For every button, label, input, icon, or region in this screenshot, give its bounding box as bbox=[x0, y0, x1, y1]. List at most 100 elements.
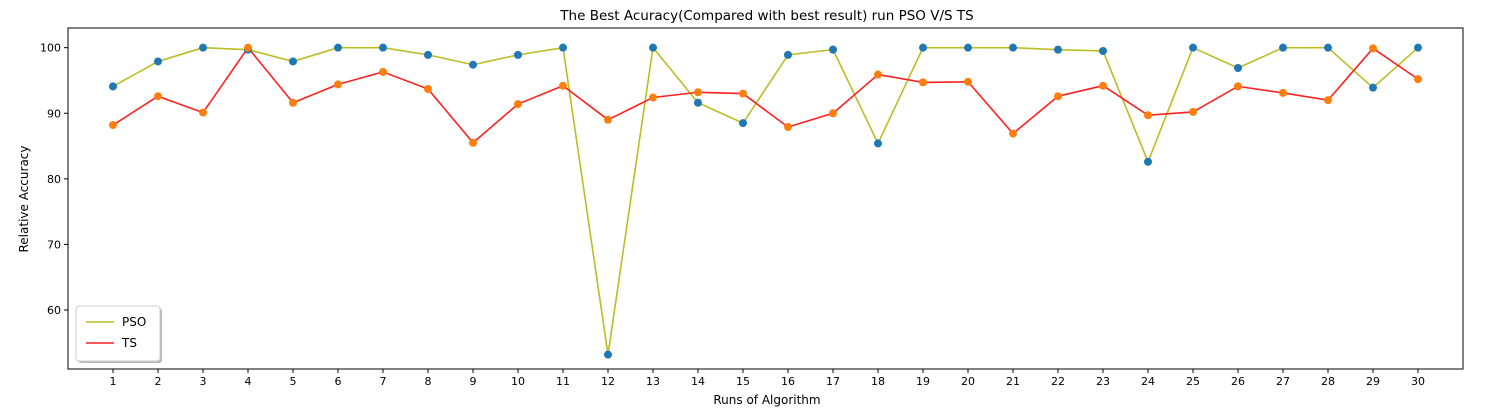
x-tick-label: 10 bbox=[511, 375, 525, 388]
x-tick-label: 12 bbox=[601, 375, 615, 388]
x-tick-label: 26 bbox=[1231, 375, 1245, 388]
data-point-pso bbox=[199, 43, 207, 52]
data-point-pso bbox=[694, 98, 702, 107]
data-point-pso bbox=[1369, 83, 1377, 92]
y-axis-ticks: 60 70 80 90 100 bbox=[40, 42, 68, 317]
series-line-pso bbox=[112, 46, 1419, 356]
data-point-pso bbox=[1099, 46, 1107, 55]
data-point-ts bbox=[874, 70, 882, 79]
plot-area bbox=[67, 27, 1464, 370]
data-point-ts bbox=[559, 81, 567, 90]
data-point-ts bbox=[829, 109, 837, 118]
x-tick-label: 5 bbox=[290, 375, 297, 388]
legend-box bbox=[75, 305, 161, 362]
y-tick-label: 100 bbox=[40, 42, 61, 55]
legend: PSO TS bbox=[75, 305, 162, 363]
data-point-ts bbox=[1234, 82, 1242, 91]
x-tick-label: 22 bbox=[1051, 375, 1065, 388]
x-axis-ticks: 1 2 3 4 5 6 7 8 9 10 11 12 13 14 15 16 17 18 19 20 21 22 23 24 2… bbox=[110, 369, 1425, 388]
legend-label-pso: PSO bbox=[122, 315, 146, 329]
x-tick-label: 15 bbox=[736, 375, 750, 388]
data-point-ts bbox=[919, 78, 927, 87]
data-point-ts bbox=[289, 98, 297, 107]
series-line-ts bbox=[112, 46, 1419, 144]
data-point-pso bbox=[784, 50, 792, 59]
x-tick-label: 7 bbox=[380, 375, 387, 388]
data-point-pso bbox=[289, 57, 297, 66]
data-point-ts bbox=[424, 84, 432, 93]
x-tick-label: 27 bbox=[1276, 375, 1290, 388]
y-tick-label: 90 bbox=[47, 107, 61, 120]
x-tick-label: 19 bbox=[916, 375, 930, 388]
data-point-ts bbox=[199, 108, 207, 117]
data-point-ts bbox=[154, 92, 162, 101]
chart-title: The Best Acuracy(Compared with best resu… bbox=[559, 8, 973, 24]
data-point-pso bbox=[1189, 43, 1197, 52]
x-tick-label: 29 bbox=[1366, 375, 1380, 388]
data-point-ts bbox=[334, 80, 342, 89]
x-tick-label: 20 bbox=[961, 375, 975, 388]
data-point-ts bbox=[1009, 129, 1017, 138]
x-tick-label: 13 bbox=[646, 375, 660, 388]
data-point-ts bbox=[694, 88, 702, 97]
x-tick-label: 25 bbox=[1186, 375, 1200, 388]
data-point-pso bbox=[1234, 64, 1242, 73]
x-tick-label: 18 bbox=[871, 375, 885, 388]
data-point-pso bbox=[739, 119, 747, 128]
data-point-pso bbox=[334, 43, 342, 52]
data-point-ts bbox=[739, 89, 747, 98]
x-tick-label: 30 bbox=[1411, 375, 1425, 388]
data-point-ts bbox=[514, 100, 522, 109]
data-point-ts bbox=[604, 115, 612, 124]
data-point-pso bbox=[109, 82, 117, 91]
data-point-ts bbox=[1324, 96, 1332, 105]
x-tick-label: 24 bbox=[1141, 375, 1155, 388]
data-point-pso bbox=[379, 43, 387, 52]
data-point-ts bbox=[1279, 88, 1287, 97]
x-tick-label: 4 bbox=[245, 375, 252, 388]
data-point-ts bbox=[1054, 92, 1062, 101]
x-tick-label: 11 bbox=[556, 375, 570, 388]
x-tick-label: 3 bbox=[200, 375, 207, 388]
data-point-pso bbox=[154, 57, 162, 66]
x-tick-label: 2 bbox=[155, 375, 162, 388]
x-tick-label: 28 bbox=[1321, 375, 1335, 388]
data-point-ts bbox=[784, 123, 792, 132]
y-tick-label: 70 bbox=[47, 238, 61, 251]
data-point-ts bbox=[1414, 75, 1422, 84]
x-tick-label: 17 bbox=[826, 375, 840, 388]
y-axis-label: Relative Accuracy bbox=[17, 146, 31, 253]
x-tick-label: 14 bbox=[691, 375, 705, 388]
data-point-pso bbox=[604, 350, 612, 359]
data-point-pso bbox=[874, 139, 882, 148]
y-tick-label: 60 bbox=[47, 304, 61, 317]
data-point-pso bbox=[1009, 43, 1017, 52]
data-point-ts bbox=[1144, 111, 1152, 120]
data-point-pso bbox=[919, 43, 927, 52]
data-point-pso bbox=[1324, 43, 1332, 52]
data-point-pso bbox=[469, 60, 477, 69]
x-tick-label: 16 bbox=[781, 375, 795, 388]
data-point-pso bbox=[1414, 43, 1422, 52]
data-point-pso bbox=[559, 43, 567, 52]
legend-label-ts: TS bbox=[121, 336, 137, 350]
data-point-ts bbox=[649, 93, 657, 102]
series-layer bbox=[109, 43, 1422, 359]
data-point-pso bbox=[1279, 43, 1287, 52]
data-point-ts bbox=[109, 121, 117, 130]
x-tick-label: 1 bbox=[110, 375, 117, 388]
data-point-ts bbox=[244, 43, 252, 52]
data-point-ts bbox=[1369, 44, 1377, 53]
x-tick-label: 23 bbox=[1096, 375, 1110, 388]
data-point-ts bbox=[379, 67, 387, 76]
data-point-pso bbox=[964, 43, 972, 52]
data-point-pso bbox=[829, 45, 837, 54]
x-tick-label: 8 bbox=[425, 375, 432, 388]
x-tick-label: 6 bbox=[335, 375, 342, 388]
data-point-pso bbox=[1054, 45, 1062, 54]
plot-frame bbox=[67, 27, 1464, 370]
data-point-ts bbox=[964, 77, 972, 86]
x-axis-label: Runs of Algorithm bbox=[713, 393, 820, 407]
